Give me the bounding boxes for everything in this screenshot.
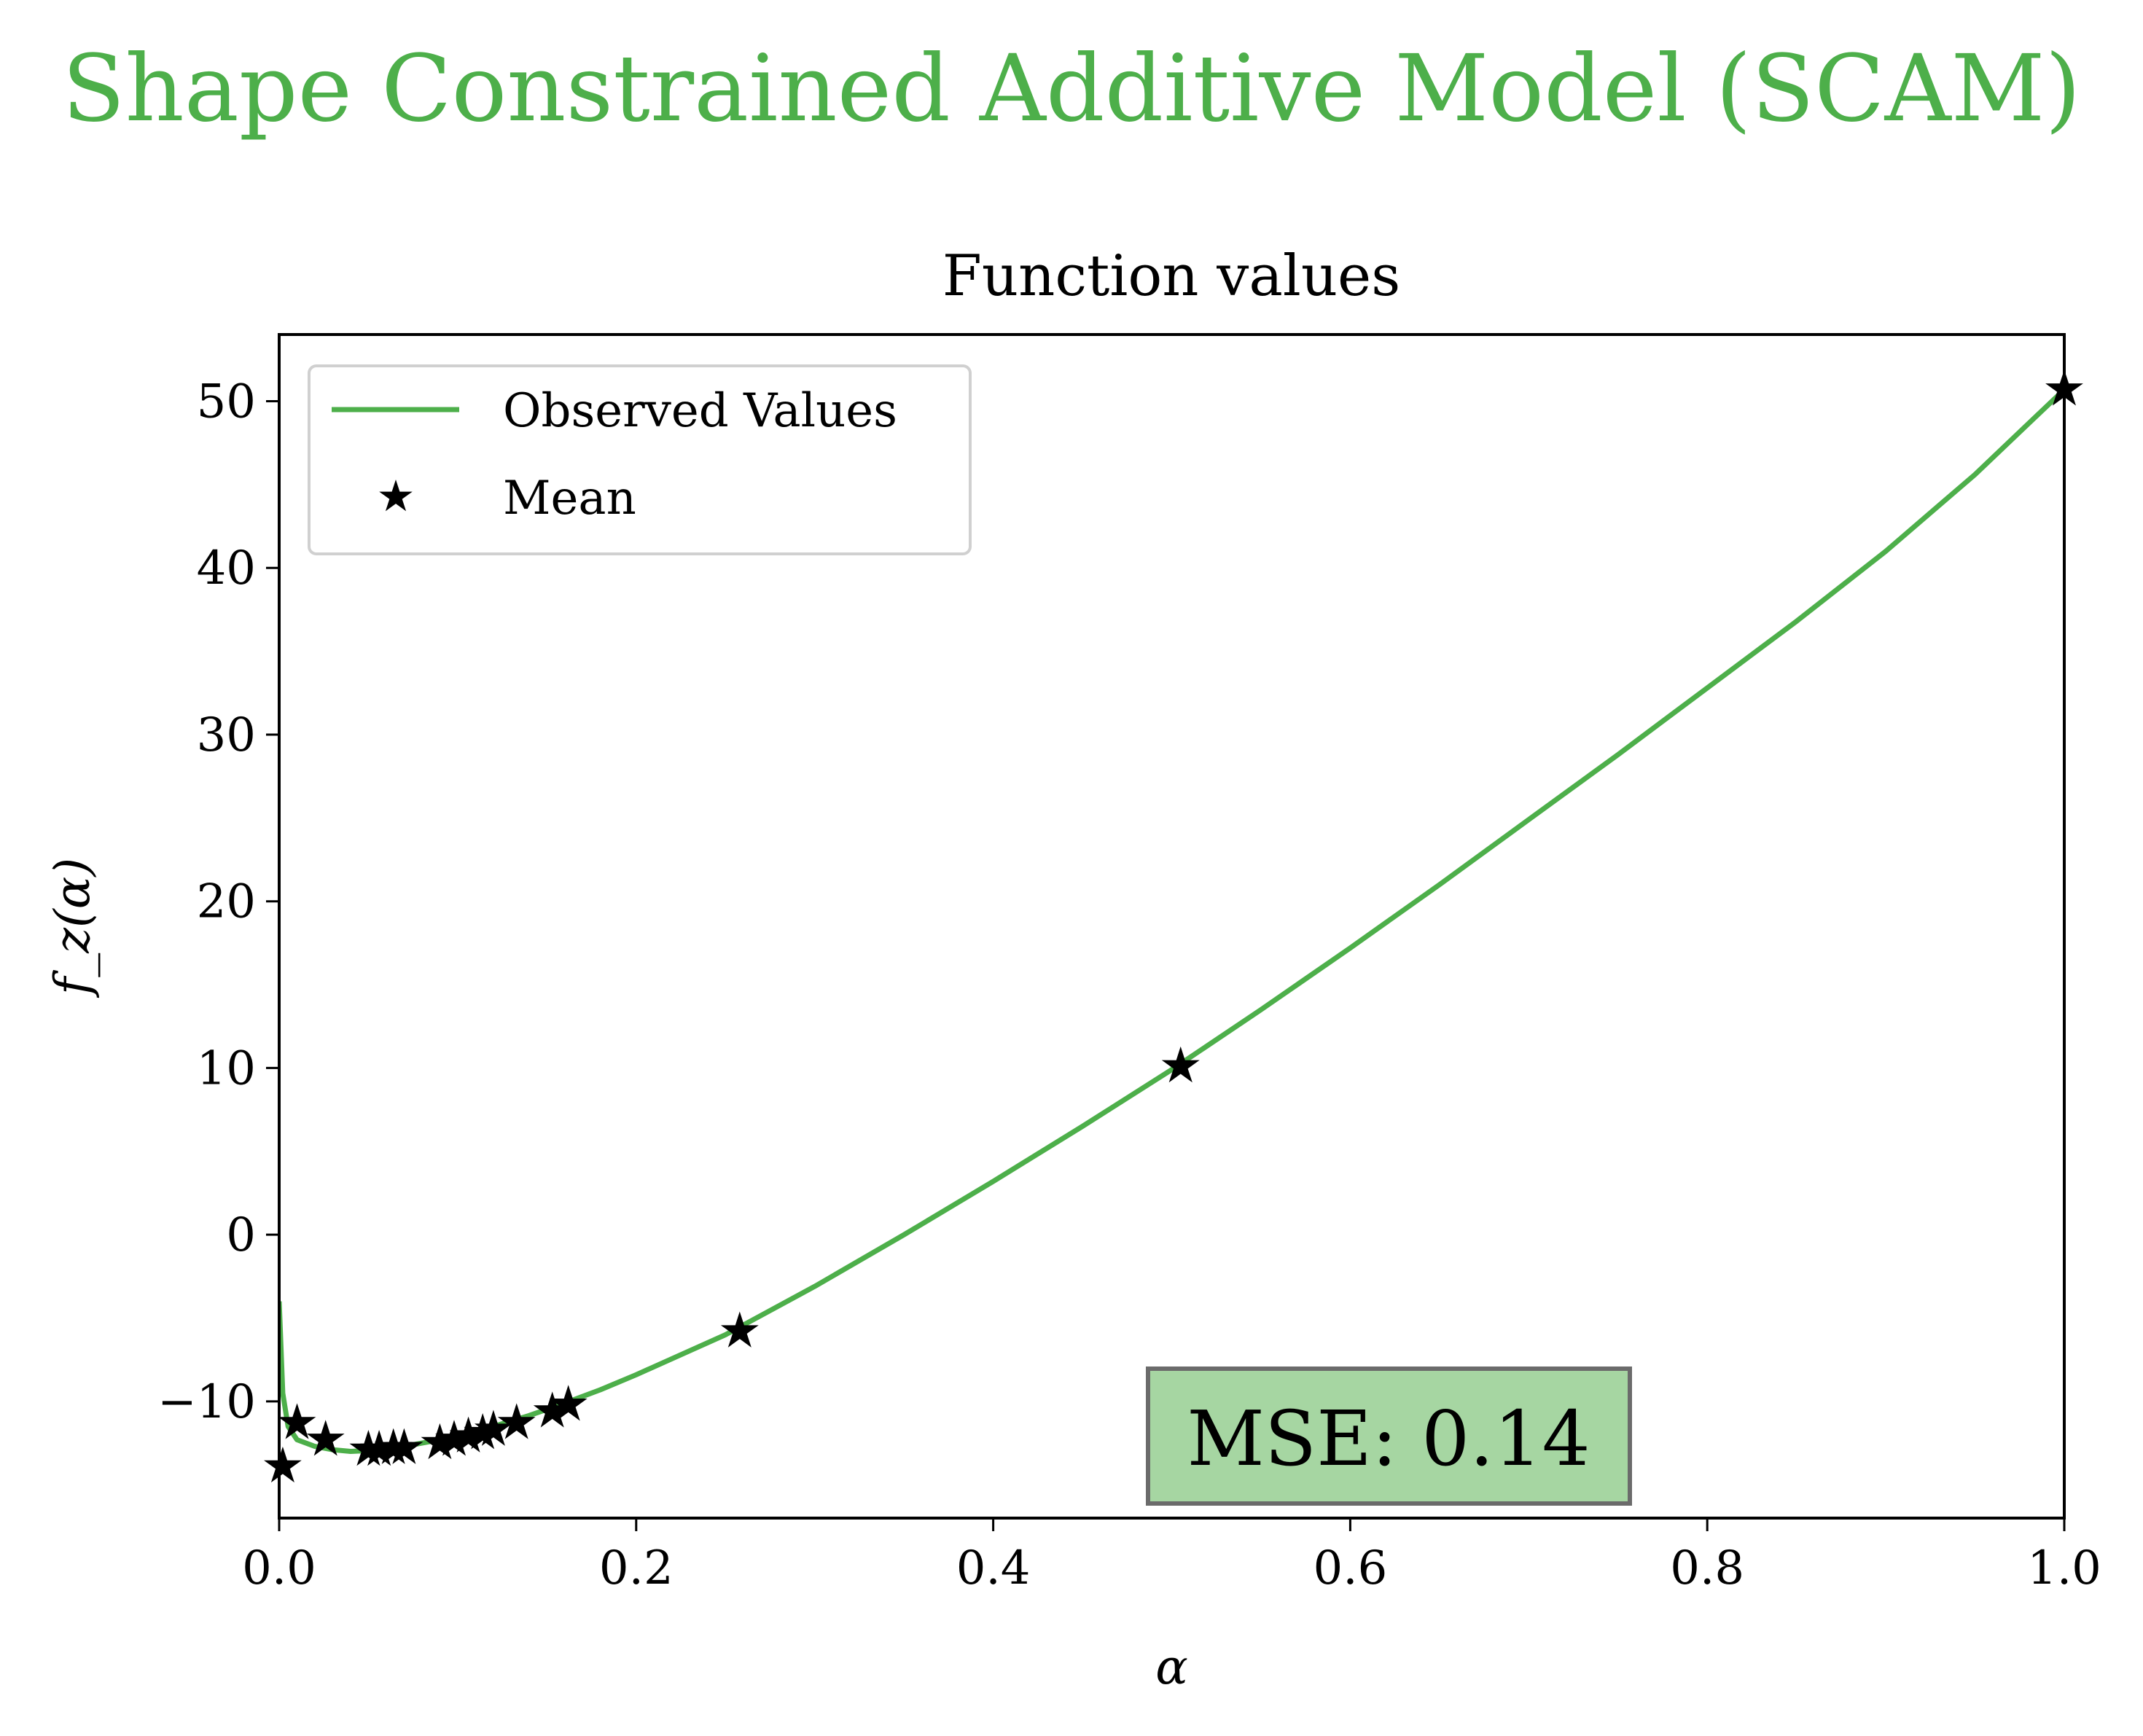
y-tick-label: 40 [197, 541, 256, 595]
y-tick-label: −10 [157, 1375, 256, 1429]
series-group [279, 387, 2064, 1454]
figure-suptitle: Shape Constrained Additive Model (SCAM) [62, 35, 2080, 142]
x-tick-label: 0.0 [242, 1541, 316, 1595]
chart-title: Function values [942, 243, 1401, 309]
x-tick-label: 0.8 [1670, 1541, 1744, 1595]
legend-label-mean: Mean [503, 472, 636, 525]
legend: Observed Values Mean [308, 364, 972, 555]
y-tick-label: 10 [197, 1041, 256, 1095]
mean-point [385, 1428, 423, 1464]
mean-point [306, 1420, 345, 1456]
legend-star-swatch [379, 480, 413, 512]
x-tick-label: 1.0 [2027, 1541, 2101, 1595]
legend-box [308, 364, 972, 555]
mse-text: MSE: 0.14 [1187, 1394, 1590, 1483]
y-tick-label: 30 [197, 708, 256, 762]
mean-point [497, 1403, 536, 1439]
mean-point [720, 1311, 759, 1348]
plot-area: 0.0 0.2 0.4 0.6 0.8 1.0 −10 0 10 20 30 40 50 α f_z(α) O… [44, 333, 2101, 1695]
mse-box [1146, 1366, 1632, 1506]
y-axis-label: f_z(α) [44, 858, 101, 998]
y-tick-label: 20 [197, 875, 256, 929]
y-tick-label: 0 [226, 1208, 256, 1262]
mean-point [475, 1409, 512, 1446]
y-tick-label: 50 [197, 375, 256, 429]
x-axis-label: α [1155, 1639, 1188, 1695]
mean-point [264, 1446, 302, 1483]
x-tick-label: 0.2 [599, 1541, 674, 1595]
mean-point [1161, 1046, 1200, 1083]
x-tick-label: 0.6 [1313, 1541, 1388, 1595]
legend-label-observed-values: Observed Values [503, 384, 897, 438]
mse-annotation: MSE: 0.14 [1146, 1366, 1632, 1506]
mean-point [549, 1385, 588, 1421]
axes-frame [278, 333, 2066, 1520]
mean-point [278, 1403, 316, 1439]
series-line-observed-values [279, 387, 2064, 1454]
x-tick-label: 0.4 [956, 1541, 1031, 1595]
